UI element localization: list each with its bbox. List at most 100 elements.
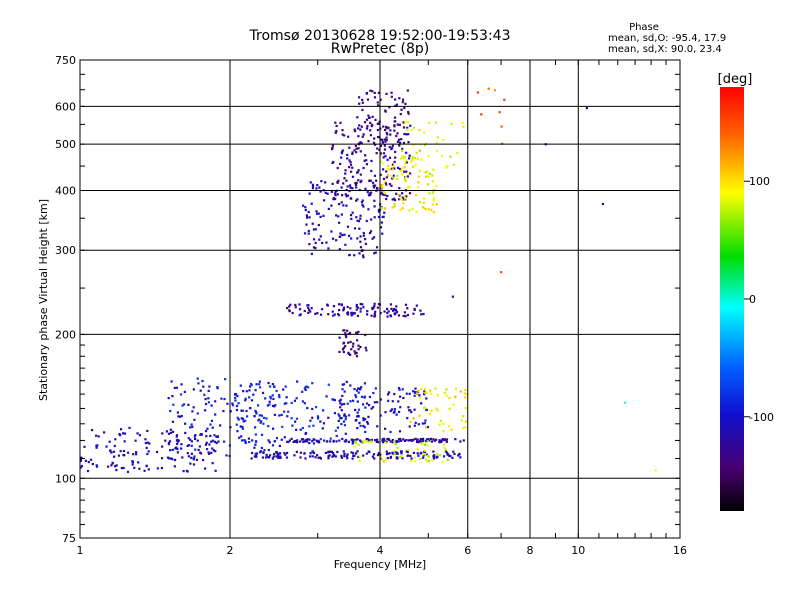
data-point [399, 437, 402, 441]
data-point [360, 179, 363, 182]
data-point [355, 351, 358, 355]
data-point [364, 187, 367, 190]
data-point [341, 383, 344, 386]
stats-o-mode: mean, sd,O: -95.4, 17.9 [608, 33, 726, 44]
data-point [398, 455, 401, 459]
data-point [444, 450, 448, 453]
data-point [319, 215, 322, 219]
data-point [171, 394, 174, 398]
data-point [354, 438, 357, 442]
data-point [346, 194, 349, 197]
data-point [196, 377, 199, 380]
data-point [307, 304, 310, 307]
data-point [299, 456, 302, 459]
data-point [360, 125, 363, 128]
data-point [379, 457, 382, 460]
data-point [440, 439, 443, 442]
data-point [380, 191, 383, 194]
data-point [325, 440, 329, 443]
data-point [433, 439, 436, 442]
data-point [353, 129, 357, 133]
data-point [267, 439, 270, 442]
data-point [385, 453, 388, 456]
data-point [409, 460, 413, 463]
data-point [390, 184, 393, 187]
data-point [476, 91, 479, 94]
data-point [357, 147, 360, 150]
data-point [346, 225, 350, 228]
data-point [248, 396, 251, 399]
data-point [403, 132, 406, 136]
data-point [170, 380, 173, 383]
data-point [335, 239, 338, 242]
data-point [237, 402, 240, 405]
data-point [362, 254, 365, 257]
data-point [423, 450, 426, 453]
data-point [386, 194, 389, 198]
data-point [365, 452, 368, 455]
data-point [354, 395, 358, 399]
data-point [389, 129, 392, 132]
data-point [315, 187, 318, 190]
data-point [293, 454, 296, 457]
data-point [115, 468, 118, 472]
data-point [337, 202, 341, 206]
data-point [383, 192, 387, 195]
data-point [353, 312, 356, 315]
data-point [303, 452, 306, 455]
data-point [383, 144, 386, 147]
data-point [364, 346, 367, 349]
data-point [180, 383, 183, 386]
data-point [387, 164, 390, 167]
data-point [376, 453, 380, 457]
data-point [192, 388, 195, 391]
data-point [288, 439, 292, 442]
data-point [365, 402, 369, 405]
x-tick-label: 2 [227, 544, 234, 557]
data-point [480, 113, 483, 116]
data-point [385, 440, 388, 443]
data-point [343, 177, 346, 180]
data-point [187, 444, 190, 447]
data-point [355, 418, 358, 422]
data-point [362, 166, 365, 170]
data-point [493, 89, 497, 92]
data-point [340, 201, 343, 204]
data-point [417, 175, 420, 178]
data-point [308, 425, 311, 428]
x-tick-label: 16 [673, 544, 687, 557]
data-point [402, 202, 405, 205]
data-point [308, 438, 311, 441]
data-point [405, 170, 408, 173]
data-point [401, 147, 404, 151]
data-point [278, 414, 281, 417]
data-point [384, 441, 387, 445]
data-point [366, 191, 369, 194]
data-point [450, 122, 453, 125]
data-point [133, 466, 136, 469]
data-point [347, 414, 351, 417]
data-point [168, 457, 171, 460]
data-point [441, 437, 444, 441]
data-point [402, 396, 405, 400]
data-point [234, 399, 237, 402]
data-point [336, 181, 339, 184]
data-point [373, 304, 376, 308]
data-point [382, 460, 386, 463]
data-point [623, 401, 627, 404]
data-point [110, 451, 113, 454]
data-point [348, 146, 351, 149]
data-point [379, 173, 382, 176]
data-point [319, 420, 322, 423]
y-tick-label: 200 [55, 328, 76, 341]
data-point [424, 175, 428, 178]
data-point [383, 128, 387, 132]
data-point [242, 390, 245, 393]
data-point [396, 177, 399, 181]
data-point [373, 205, 376, 208]
data-point [312, 228, 316, 231]
data-point [268, 456, 271, 459]
data-point [245, 409, 248, 413]
data-point [345, 204, 348, 207]
data-point [373, 302, 376, 305]
